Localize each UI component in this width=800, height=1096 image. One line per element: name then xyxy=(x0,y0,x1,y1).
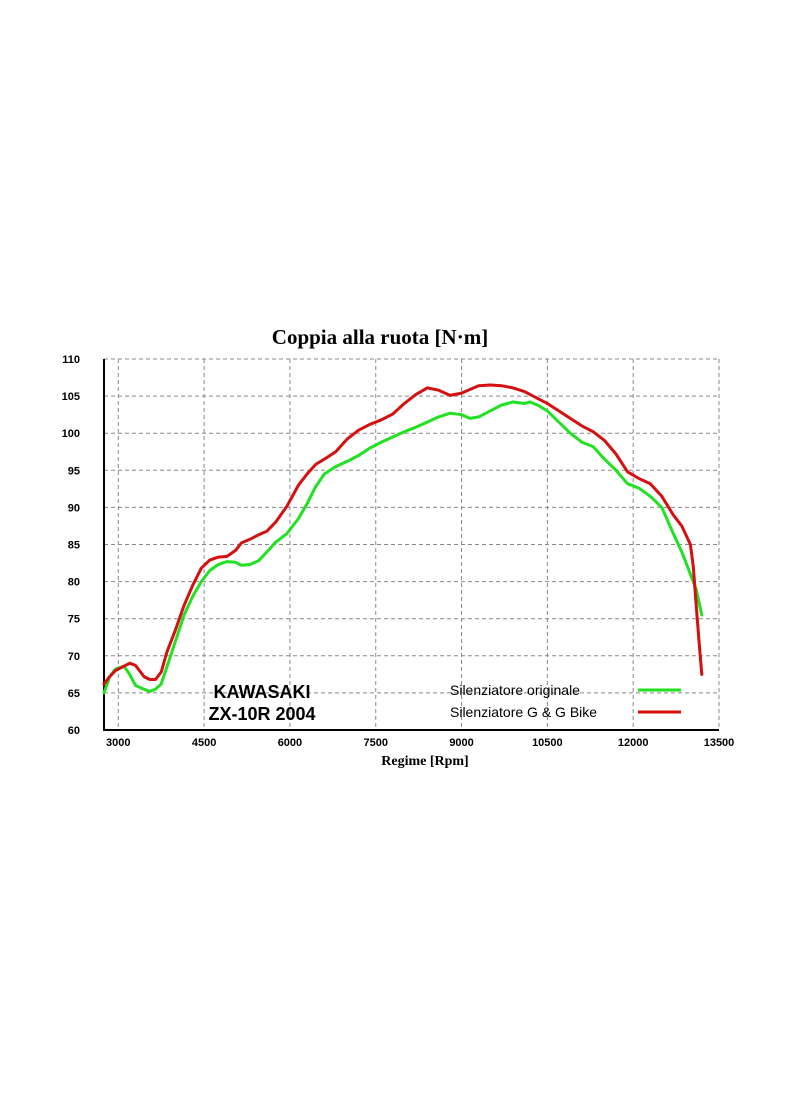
x-tick-label: 7500 xyxy=(364,737,388,749)
annotation-line-1: KAWASAKI xyxy=(213,682,310,702)
y-tick-label: 105 xyxy=(62,391,80,403)
x-tick-label: 6000 xyxy=(278,737,302,749)
y-tick-label: 95 xyxy=(68,465,80,477)
y-axis-ticks: 60 65 70 75 80 85 90 95 100 105 110 xyxy=(62,354,80,737)
axis-lines xyxy=(103,359,719,731)
y-tick-label: 60 xyxy=(68,725,80,737)
axes xyxy=(103,359,719,731)
y-tick-label: 80 xyxy=(68,577,80,589)
x-tick-label: 9000 xyxy=(449,737,473,749)
y-tick-label: 110 xyxy=(62,354,80,366)
x-tick-label: 4500 xyxy=(192,737,216,749)
x-tick-label: 13500 xyxy=(704,737,735,749)
x-axis-ticks: 3000 4500 6000 7500 9000 10500 12000 13500 xyxy=(106,737,734,749)
legend-label: Silenziatore originale xyxy=(450,682,580,698)
y-tick-label: 65 xyxy=(68,688,80,700)
x-tick-label: 3000 xyxy=(106,737,130,749)
y-tick-label: 75 xyxy=(68,614,80,626)
x-tick-label: 12000 xyxy=(618,737,649,749)
series-lines xyxy=(102,383,704,695)
x-axis-label: Regime [Rpm] xyxy=(381,754,468,769)
y-tick-label: 70 xyxy=(68,651,80,663)
grid xyxy=(104,358,720,730)
series-line-2 xyxy=(102,383,704,686)
series-line-1 xyxy=(102,400,704,695)
legend-label: Silenziatore G & G Bike xyxy=(450,704,597,720)
y-tick-label: 100 xyxy=(62,428,80,440)
y-tick-label: 85 xyxy=(68,540,80,552)
annotation: KAWASAKI ZX-10R 2004 xyxy=(208,682,315,724)
chart-title: Coppia alla ruota [N·m] xyxy=(272,325,488,349)
x-tick-label: 10500 xyxy=(532,737,563,749)
legend: Silenziatore originale Silenziatore G & G… xyxy=(450,682,681,720)
y-tick-label: 90 xyxy=(68,502,80,514)
annotation-line-2: ZX-10R 2004 xyxy=(208,704,315,724)
